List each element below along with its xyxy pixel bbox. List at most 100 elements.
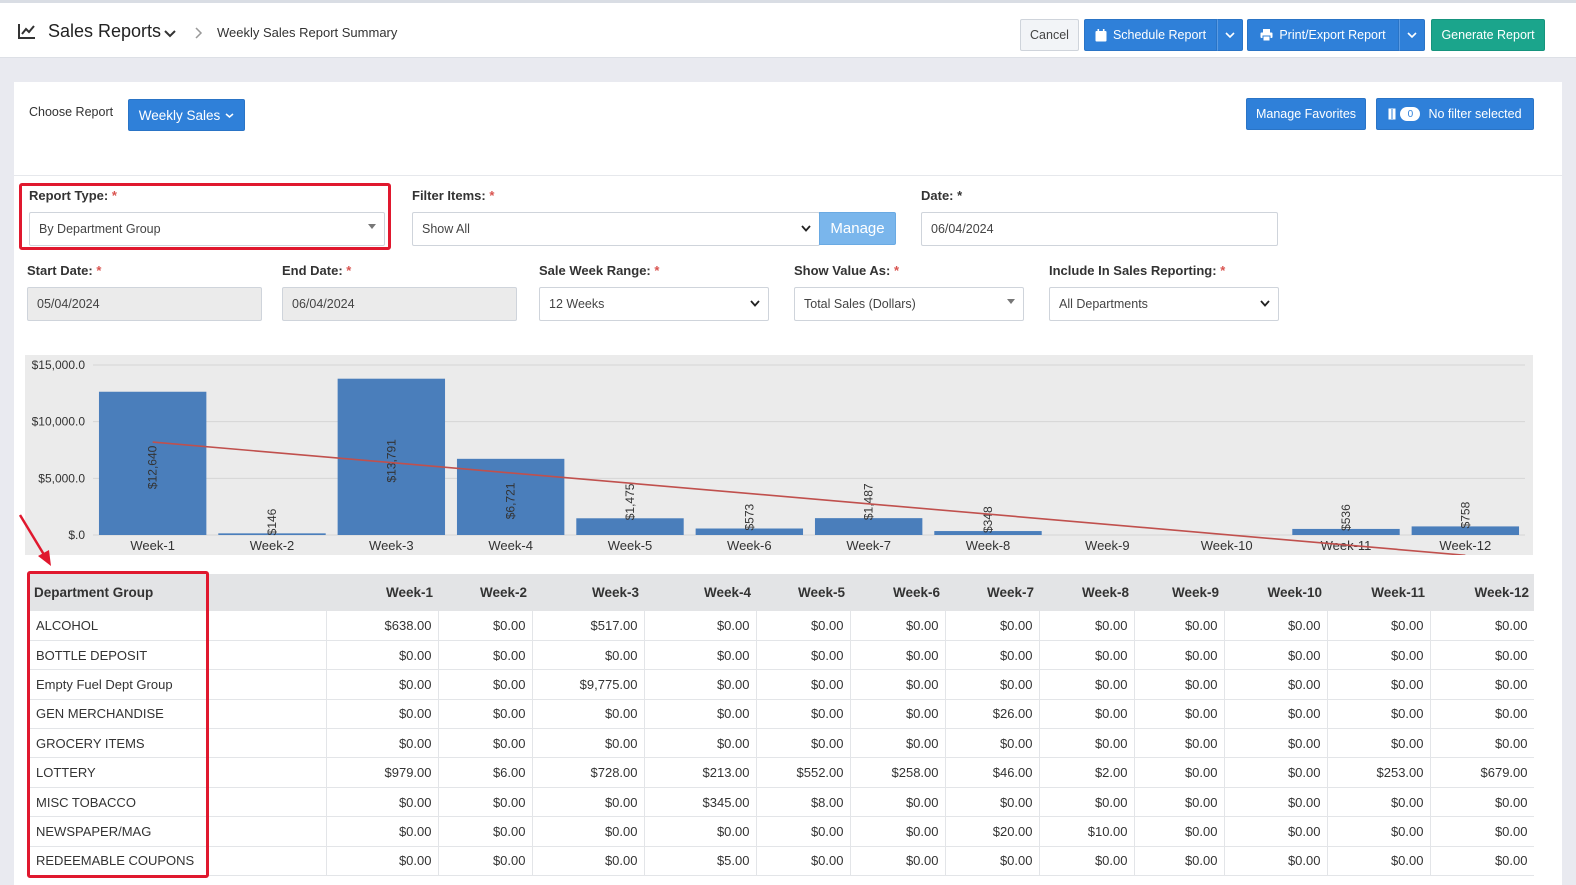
column-header-department[interactable]: Department Group: [28, 574, 326, 611]
x-tick-label: Week-5: [608, 538, 653, 553]
x-tick-label: Week-9: [1085, 538, 1130, 553]
week-value-cell: $6.00: [438, 757, 533, 788]
column-header-week[interactable]: Week-12: [1430, 574, 1534, 611]
week-value-cell: $0.00: [1134, 846, 1225, 877]
schedule-dropdown-toggle[interactable]: [1217, 19, 1243, 51]
column-header-week[interactable]: Week-5: [756, 574, 850, 611]
table-row: MISC TOBACCO $0.00 $0.00 $0.00 $345.00 $8.00 $…: [28, 787, 1534, 818]
data-label: $348: [981, 506, 995, 533]
column-header-week[interactable]: Week-8: [1039, 574, 1134, 611]
week-value-cell: $26.00: [945, 699, 1040, 730]
date-input[interactable]: 06/04/2024: [921, 212, 1278, 246]
chevron-down-icon: [1260, 300, 1270, 307]
week-value-cell: $0.00: [1430, 640, 1534, 671]
schedule-report-button[interactable]: Schedule Report: [1084, 19, 1217, 51]
week-value-cell: $0.00: [1430, 787, 1534, 818]
start-date-value: 05/04/2024: [37, 297, 100, 311]
chevron-down-icon[interactable]: [163, 26, 177, 40]
column-header-week[interactable]: Week-9: [1134, 574, 1224, 611]
no-filter-label: No filter selected: [1428, 107, 1522, 121]
week-value-cell: $0.00: [945, 611, 1040, 641]
print-dropdown-toggle[interactable]: [1399, 19, 1425, 51]
table-row: NEWSPAPER/MAG $0.00 $0.00 $0.00 $0.00 $0.00 $0…: [28, 816, 1534, 847]
x-tick-label: Week-6: [727, 538, 772, 553]
week-value-cell: $0.00: [1430, 816, 1534, 847]
x-tick-label: Week-10: [1201, 538, 1253, 553]
filter-status-button[interactable]: 0 No filter selected: [1376, 98, 1534, 130]
week-value-cell: $0.00: [1224, 611, 1328, 641]
week-value-cell: $0.00: [438, 669, 533, 700]
printer-icon: [1260, 29, 1273, 41]
department-cell: NEWSPAPER/MAG: [28, 816, 327, 847]
column-header-week[interactable]: Week-7: [945, 574, 1039, 611]
data-label: $13,791: [384, 439, 398, 483]
week-value-cell: $0.00: [326, 640, 439, 671]
week-value-cell: $0.00: [644, 728, 757, 759]
show-value-as-select[interactable]: Total Sales (Dollars): [794, 287, 1024, 321]
chevron-down-icon: [225, 112, 234, 118]
week-value-cell: $0.00: [438, 699, 533, 730]
week-value-cell: $0.00: [1224, 699, 1328, 730]
date-label: Date: *: [921, 188, 963, 203]
week-value-cell: $0.00: [850, 640, 946, 671]
week-value-cell: $0.00: [1134, 787, 1225, 818]
print-export-label: Print/Export Report: [1279, 28, 1386, 42]
week-value-cell: $0.00: [326, 669, 439, 700]
app-title[interactable]: Sales Reports: [48, 21, 162, 41]
x-tick-label: Week-8: [966, 538, 1011, 553]
week-value-cell: $0.00: [1039, 787, 1135, 818]
department-cell: GEN MERCHANDISE: [28, 699, 327, 730]
data-label: $146: [265, 508, 279, 535]
week-value-cell: $0.00: [1327, 611, 1431, 641]
column-header-week[interactable]: Week-10: [1224, 574, 1327, 611]
week-value-cell: $0.00: [644, 669, 757, 700]
week-value-cell: $0.00: [326, 728, 439, 759]
week-value-cell: $0.00: [326, 846, 439, 877]
week-value-cell: $0.00: [1134, 816, 1225, 847]
week-value-cell: $0.00: [1134, 757, 1225, 788]
data-label: $758: [1458, 501, 1472, 528]
week-value-cell: $0.00: [644, 640, 757, 671]
week-value-cell: $2.00: [1039, 757, 1135, 788]
generate-report-button[interactable]: Generate Report: [1431, 19, 1545, 51]
department-cell: BOTTLE DEPOSIT: [28, 640, 327, 671]
week-value-cell: $9,775.00: [532, 669, 645, 700]
column-header-week[interactable]: Week-11: [1327, 574, 1430, 611]
report-select-label: Weekly Sales: [138, 107, 221, 123]
sale-week-range-select[interactable]: 12 Weeks: [539, 287, 769, 321]
report-select-button[interactable]: Weekly Sales: [128, 99, 245, 131]
chevron-down-icon: [1407, 32, 1417, 39]
column-header-week[interactable]: Week-4: [644, 574, 756, 611]
week-value-cell: $0.00: [850, 846, 946, 877]
manage-filter-button[interactable]: Manage: [819, 212, 896, 245]
include-in-sales-select[interactable]: All Departments: [1049, 287, 1279, 321]
week-value-cell: $0.00: [945, 728, 1040, 759]
column-header-week[interactable]: Week-6: [850, 574, 945, 611]
table-row: ALCOHOL $638.00 $0.00 $517.00 $0.00 $0.00 $0.0…: [28, 611, 1534, 641]
report-type-select[interactable]: By Department Group: [29, 212, 385, 246]
week-value-cell: $0.00: [438, 611, 533, 641]
filter-items-select[interactable]: Show All: [412, 212, 820, 246]
chevron-down-icon: [750, 300, 760, 307]
week-value-cell: $0.00: [326, 816, 439, 847]
column-header-week[interactable]: Week-2: [438, 574, 532, 611]
week-value-cell: $0.00: [438, 640, 533, 671]
trend-line: [152, 441, 1466, 555]
print-export-button[interactable]: Print/Export Report: [1247, 19, 1399, 51]
week-value-cell: $213.00: [644, 757, 757, 788]
weekly-sales-chart: $.0 $5,000.0 $10,000.0 $15,000.0 Week-1 $12,6…: [25, 355, 1533, 555]
schedule-report-label: Schedule Report: [1112, 28, 1207, 42]
chart-bar: [1292, 528, 1400, 535]
week-value-cell: $0.00: [1327, 640, 1431, 671]
column-header-week[interactable]: Week-1: [326, 574, 438, 611]
week-value-cell: $253.00: [1327, 757, 1431, 788]
manage-favorites-button[interactable]: Manage Favorites: [1246, 98, 1366, 130]
data-label: $573: [742, 503, 756, 530]
choose-report-label: Choose Report: [29, 105, 114, 119]
week-value-cell: $46.00: [945, 757, 1040, 788]
column-header-week[interactable]: Week-3: [532, 574, 644, 611]
week-value-cell: $0.00: [1039, 846, 1135, 877]
week-value-cell: $0.00: [1039, 640, 1135, 671]
cancel-button[interactable]: Cancel: [1020, 19, 1079, 51]
week-value-cell: $552.00: [756, 757, 851, 788]
